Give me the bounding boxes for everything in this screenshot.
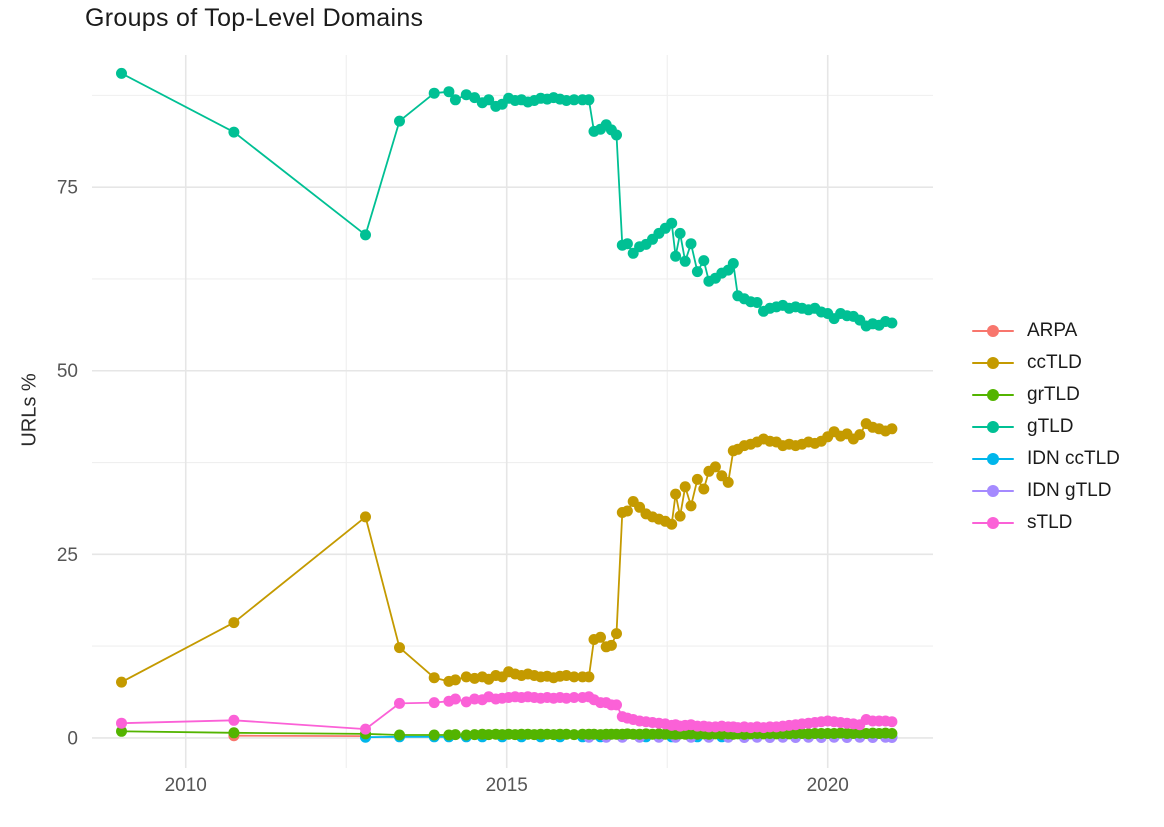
legend-item-idn-gtld: IDN gTLD xyxy=(972,475,1120,507)
data-point-gTLD xyxy=(583,94,595,106)
data-point-ccTLD xyxy=(605,639,617,651)
legend-item-label: IDN ccTLD xyxy=(1027,448,1120,469)
data-point-gTLD xyxy=(443,86,455,98)
data-point-gTLD xyxy=(670,250,682,262)
data-point-ccTLD xyxy=(698,483,710,495)
data-point-gTLD xyxy=(679,255,691,267)
data-point-sTLD xyxy=(568,692,580,703)
legend-item-grtld: grTLD xyxy=(972,379,1120,411)
y-tick-label: 25 xyxy=(57,545,78,566)
x-tick-label: 2010 xyxy=(165,775,207,796)
data-point-ccTLD xyxy=(460,671,472,683)
legend: ARPA ccTLD grTLD gTLD IDN ccTLD IDN gTLD… xyxy=(972,315,1120,539)
data-point-ccTLD xyxy=(449,674,461,686)
data-point-gTLD xyxy=(698,255,710,267)
data-point-ccTLD xyxy=(595,631,606,643)
chart-title: Groups of Top-Level Domains xyxy=(85,4,424,32)
data-point-grTLD xyxy=(228,727,240,739)
data-point-grTLD xyxy=(886,728,898,739)
data-point-sTLD xyxy=(449,693,461,705)
data-point-ccTLD xyxy=(666,518,678,530)
data-point-ccTLD xyxy=(360,511,371,523)
data-point-sTLD xyxy=(360,723,371,735)
legend-key-icon xyxy=(972,517,1014,530)
data-point-ccTLD xyxy=(709,461,721,473)
legend-item-label: sTLD xyxy=(1027,512,1073,533)
legend-key-icon xyxy=(972,421,1014,434)
x-tick-label: 2015 xyxy=(486,775,528,796)
data-point-ccTLD xyxy=(691,473,703,485)
data-point-ccTLD xyxy=(568,671,580,683)
data-point-sTLD xyxy=(460,696,472,708)
data-point-gTLD xyxy=(611,129,622,141)
data-point-grTLD xyxy=(428,729,440,741)
legend-key-icon xyxy=(972,389,1014,402)
data-point-ccTLD xyxy=(854,429,866,441)
data-point-grTLD xyxy=(116,725,127,737)
data-point-sTLD xyxy=(428,697,440,709)
data-point-ccTLD xyxy=(611,628,622,640)
data-point-gTLD xyxy=(228,126,240,138)
data-point-gTLD xyxy=(360,229,371,241)
data-point-ccTLD xyxy=(116,676,127,688)
legend-item-gtld: gTLD xyxy=(972,411,1120,443)
data-point-sTLD xyxy=(228,714,240,726)
legend-item-label: gTLD xyxy=(1027,416,1074,437)
data-point-gTLD xyxy=(460,89,472,101)
data-point-gTLD xyxy=(691,266,703,278)
data-point-ccTLD xyxy=(685,500,697,512)
data-point-gTLD xyxy=(621,238,633,250)
data-point-ccTLD xyxy=(583,671,595,683)
data-point-gTLD xyxy=(666,217,678,229)
legend-item-cctld: ccTLD xyxy=(972,347,1120,379)
data-point-ccTLD xyxy=(428,672,440,684)
legend-item-label: IDN gTLD xyxy=(1027,480,1112,501)
data-point-gTLD xyxy=(483,94,495,106)
data-point-gTLD xyxy=(116,67,127,79)
data-point-ccTLD xyxy=(679,481,691,493)
data-point-sTLD xyxy=(611,699,622,711)
data-point-grTLD xyxy=(449,729,461,741)
data-point-grTLD xyxy=(568,729,580,741)
data-point-ccTLD xyxy=(394,642,405,654)
data-point-gTLD xyxy=(394,115,405,127)
data-point-sTLD xyxy=(886,716,898,728)
legend-item-arpa: ARPA xyxy=(972,315,1120,347)
data-point-gTLD xyxy=(568,94,580,106)
data-point-gTLD xyxy=(727,258,739,269)
y-tick-label: 0 xyxy=(67,728,78,749)
legend-item-label: ARPA xyxy=(1027,320,1078,341)
data-point-ccTLD xyxy=(228,617,240,629)
data-point-gTLD xyxy=(449,94,461,106)
legend-key-icon xyxy=(972,485,1014,498)
data-point-grTLD xyxy=(394,729,405,741)
legend-key-icon xyxy=(972,357,1014,370)
legend-key-icon xyxy=(972,325,1014,338)
legend-item-label: grTLD xyxy=(1027,384,1080,405)
y-tick-label: 75 xyxy=(57,178,78,199)
data-point-grTLD xyxy=(460,729,472,741)
data-point-gTLD xyxy=(886,317,898,329)
data-point-ccTLD xyxy=(722,476,734,488)
legend-item-stld: sTLD xyxy=(972,507,1120,539)
data-point-gTLD xyxy=(428,87,440,99)
legend-item-idn-cctld: IDN ccTLD xyxy=(972,443,1120,475)
data-point-gTLD xyxy=(674,227,686,239)
data-point-ccTLD xyxy=(674,510,686,522)
data-point-gTLD xyxy=(751,297,763,308)
data-point-gTLD xyxy=(685,238,697,250)
y-tick-label: 50 xyxy=(57,361,78,382)
data-point-ccTLD xyxy=(886,423,898,435)
data-point-sTLD xyxy=(116,717,127,729)
legend-item-label: ccTLD xyxy=(1027,352,1082,373)
data-point-ccTLD xyxy=(670,488,682,500)
legend-key-icon xyxy=(972,453,1014,466)
data-point-sTLD xyxy=(394,697,405,709)
data-point-ccTLD xyxy=(621,505,633,517)
x-tick-label: 2020 xyxy=(807,775,849,796)
